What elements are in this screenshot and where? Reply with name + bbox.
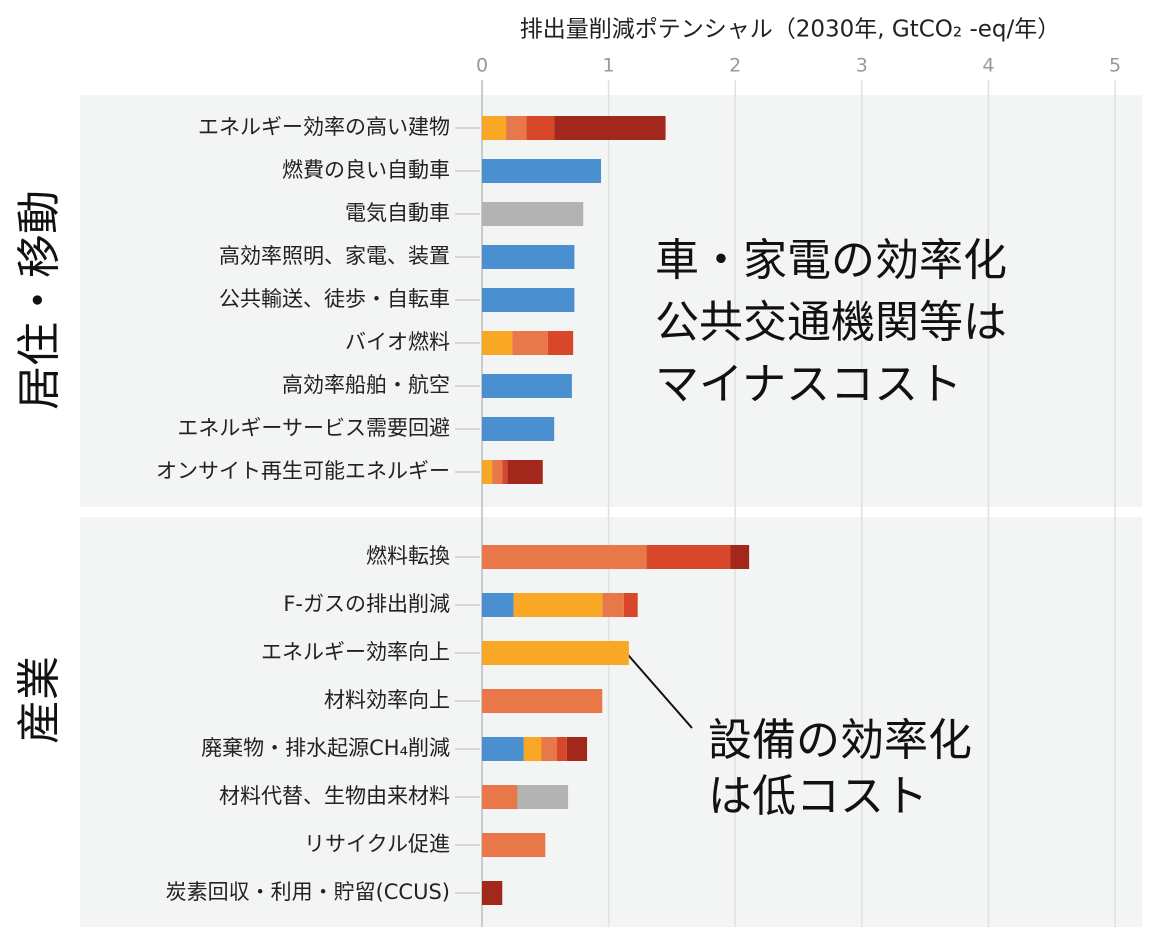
bar-segment [523,737,542,761]
panel-industry [80,517,1142,927]
bar-segment [482,417,555,441]
category-label: リサイクル促進 [304,832,450,856]
x-tick-label: 5 [1109,55,1121,77]
category-label: 材料代替、生物由来材料 [219,784,450,808]
category-label: 高効率船舶・航空 [282,373,450,397]
annotation: 設備の効率化 [708,715,972,766]
category-label: 燃料転換 [366,544,450,568]
bar-segment [566,737,588,761]
bar-segment [602,593,624,617]
bar-segment [513,593,603,617]
x-tick-label: 1 [603,55,615,77]
category-label: 材料効率向上 [324,688,450,712]
bar-segment [526,116,555,140]
bar-segment [646,545,731,569]
bar-segment [556,737,567,761]
category-label: エネルギーサービス需要回避 [177,416,450,440]
category-label: 廃棄物・排水起源CH₄削減 [201,736,450,760]
bar-segment [482,881,503,905]
bar-segment [623,593,638,617]
category-label: エネルギー効率の高い建物 [198,115,450,139]
bar-segment [554,116,666,140]
bar-segment [492,460,503,484]
x-tick-label: 4 [982,55,994,77]
annotation: 公共交通機関等は [655,297,1007,348]
bar-segment [502,460,508,484]
bar-segment [482,785,518,809]
bar-segment [482,689,603,713]
panel-residential [80,95,1142,507]
bar-segment [482,202,584,226]
group-label: 産業 [14,656,65,744]
bar-segment [730,545,750,569]
category-label: エネルギー効率向上 [261,640,450,664]
bar-segment [512,331,548,355]
x-tick-label: 2 [729,55,741,77]
bar-segment [482,833,546,857]
bar-segment [507,460,543,484]
bar-segment [482,641,629,665]
bar-segment [482,288,575,312]
bar-segment [482,331,513,355]
category-label: 燃費の良い自動車 [282,158,450,182]
bar-segment [482,374,572,398]
bar-segment [506,116,527,140]
annotation-pointer [621,647,693,729]
category-label: オンサイト再生可能エネルギー [156,459,450,483]
category-label: 高効率照明、家電、装置 [219,244,450,268]
group-label: 居住・移動 [14,190,65,410]
annotation: は低コスト [708,771,928,822]
bar-segment [482,159,602,183]
bar-segment [482,116,507,140]
bar-segment [482,245,575,269]
bar-segment [482,737,524,761]
bar-segment [517,785,569,809]
x-tick-label: 0 [476,55,488,77]
bar-segment [547,331,574,355]
category-label: 炭素回収・利用・貯留(CCUS) [166,880,450,904]
bar-segment [541,737,557,761]
bar-segment [482,460,493,484]
annotation: 車・家電の効率化 [655,235,1007,286]
category-label: F-ガスの排出削減 [283,592,450,616]
category-label: バイオ燃料 [345,330,450,354]
category-label: 電気自動車 [345,201,450,225]
axis-title: 排出量削減ポテンシャル（2030年, GtCO₂ -eq/年） [520,17,1061,43]
annotation: マイナスコスト [655,359,962,410]
bar-segment [482,593,514,617]
x-tick-label: 3 [856,55,868,77]
category-label: 公共輸送、徒歩・自転車 [219,287,450,311]
bar-segment [482,545,647,569]
